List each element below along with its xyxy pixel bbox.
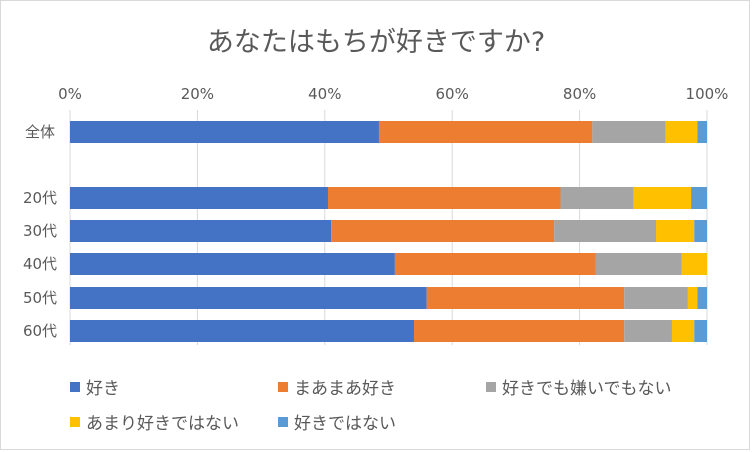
- bar-segment: [327, 187, 561, 209]
- bar-segment: [681, 253, 707, 275]
- bar-segment: [70, 320, 414, 342]
- category-label: 40代: [23, 255, 57, 273]
- bar-segment: [70, 287, 427, 309]
- category-label: 60代: [23, 322, 57, 340]
- bar-segment: [691, 187, 707, 209]
- bar-segment: [665, 121, 698, 143]
- bar-segment: [624, 287, 688, 309]
- x-tick-label: 60%: [436, 85, 469, 103]
- bar-segment: [378, 121, 593, 143]
- bar-segment: [595, 253, 682, 275]
- chart-title: あなたはもちが好きですか?: [206, 27, 546, 58]
- category-label: 50代: [23, 289, 57, 307]
- bar-segment: [697, 287, 707, 309]
- x-tick-label: 0%: [58, 85, 82, 103]
- bar-segment: [413, 320, 625, 342]
- bar-segment: [697, 121, 707, 143]
- x-tick-label: 40%: [308, 85, 341, 103]
- bar-segment: [331, 220, 555, 242]
- bar-segment: [633, 187, 692, 209]
- bar-segment: [694, 320, 707, 342]
- bar-segment: [624, 320, 672, 342]
- bar-segment: [394, 253, 596, 275]
- x-tick-label: 80%: [563, 85, 596, 103]
- bar-segment: [592, 121, 666, 143]
- bar-segment: [554, 220, 657, 242]
- bar-segment: [70, 253, 395, 275]
- bar-segment: [671, 320, 695, 342]
- category-label: 30代: [23, 222, 57, 240]
- bar-segment: [656, 220, 695, 242]
- x-tick-label: 20%: [181, 85, 214, 103]
- category-label: 20代: [23, 189, 57, 207]
- bar-segment: [560, 187, 634, 209]
- bar-segment: [70, 220, 332, 242]
- bar-segment: [687, 287, 698, 309]
- bar-segment: [70, 187, 328, 209]
- x-tick-label: 100%: [686, 85, 729, 103]
- category-label: 全体: [25, 123, 55, 141]
- bar-segment: [70, 121, 379, 143]
- bar-segment: [694, 220, 707, 242]
- bar-segment: [426, 287, 625, 309]
